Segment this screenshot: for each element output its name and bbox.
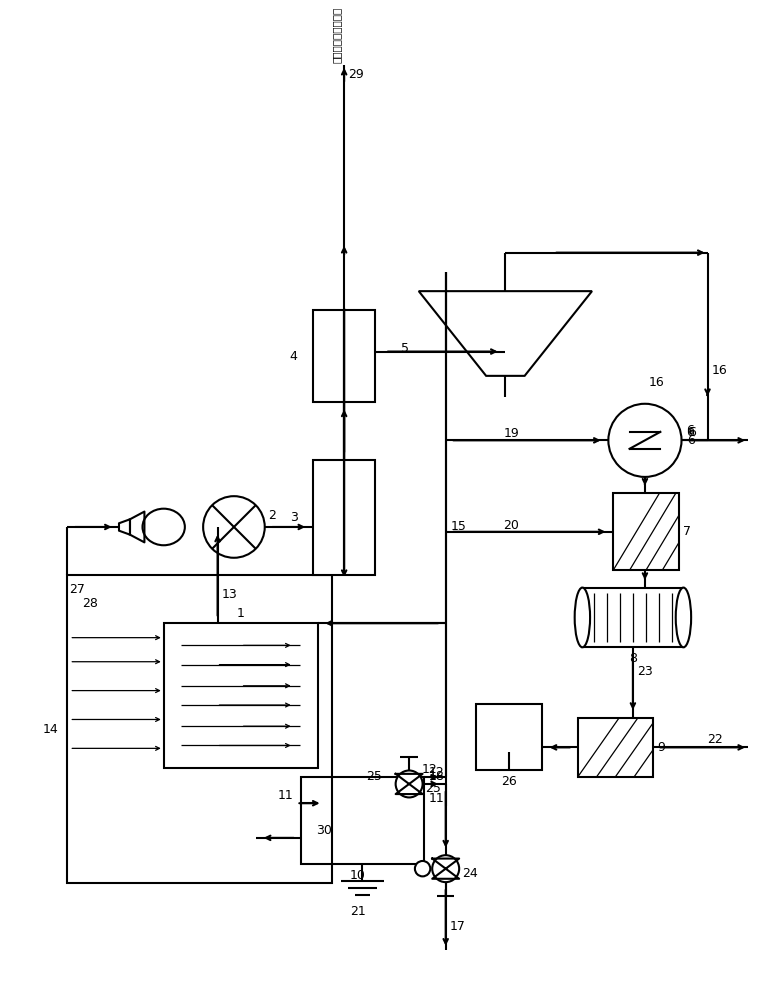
- Text: 30: 30: [315, 824, 332, 837]
- Text: 23: 23: [637, 665, 652, 678]
- Text: 2: 2: [268, 509, 277, 522]
- Bar: [613, 493, 679, 570]
- Text: 21: 21: [349, 905, 366, 918]
- Text: 13: 13: [221, 588, 237, 601]
- Bar: [313, 460, 376, 575]
- Text: 6: 6: [686, 424, 694, 437]
- Polygon shape: [419, 291, 592, 376]
- Text: 18: 18: [428, 770, 444, 783]
- Text: 1: 1: [237, 607, 244, 620]
- Text: 22: 22: [707, 733, 724, 746]
- Circle shape: [203, 496, 264, 558]
- Text: 26: 26: [502, 775, 517, 788]
- Text: 24: 24: [462, 867, 478, 880]
- Bar: [476, 704, 542, 770]
- Ellipse shape: [574, 588, 590, 647]
- Text: 12: 12: [421, 763, 438, 776]
- Text: 7: 7: [683, 525, 691, 538]
- Text: 25: 25: [366, 770, 382, 783]
- Text: 4: 4: [290, 350, 298, 363]
- Bar: [313, 310, 376, 402]
- Text: 27: 27: [70, 583, 85, 596]
- Text: 25: 25: [425, 782, 441, 795]
- Text: 11: 11: [428, 792, 444, 805]
- Circle shape: [432, 855, 459, 882]
- Text: 29: 29: [348, 68, 364, 81]
- Text: 涂有合气去下游装置: 涂有合气去下游装置: [332, 7, 342, 63]
- Text: 6: 6: [687, 434, 695, 447]
- Circle shape: [396, 770, 423, 797]
- Text: 8: 8: [629, 652, 637, 665]
- Text: 5: 5: [401, 342, 409, 355]
- Bar: [67, 575, 332, 883]
- Text: 6: 6: [688, 426, 696, 439]
- Text: 15: 15: [451, 520, 466, 533]
- Text: 14: 14: [43, 723, 58, 736]
- Ellipse shape: [142, 509, 185, 545]
- Text: 12: 12: [428, 766, 444, 779]
- Text: 28: 28: [82, 597, 97, 610]
- Circle shape: [608, 404, 682, 477]
- Text: 3: 3: [290, 511, 298, 524]
- Text: 17: 17: [450, 920, 465, 933]
- Bar: [577, 718, 652, 777]
- Text: 19: 19: [503, 427, 519, 440]
- Text: 20: 20: [503, 519, 519, 532]
- Text: 16: 16: [649, 376, 665, 389]
- Text: 11: 11: [278, 789, 293, 802]
- Text: 6: 6: [686, 426, 694, 439]
- Text: 9: 9: [658, 741, 666, 754]
- Bar: [301, 777, 424, 864]
- Bar: [164, 623, 318, 768]
- Bar: [582, 588, 683, 647]
- Text: 10: 10: [349, 869, 366, 882]
- Ellipse shape: [676, 588, 691, 647]
- Circle shape: [415, 861, 431, 876]
- Text: 16: 16: [711, 364, 727, 377]
